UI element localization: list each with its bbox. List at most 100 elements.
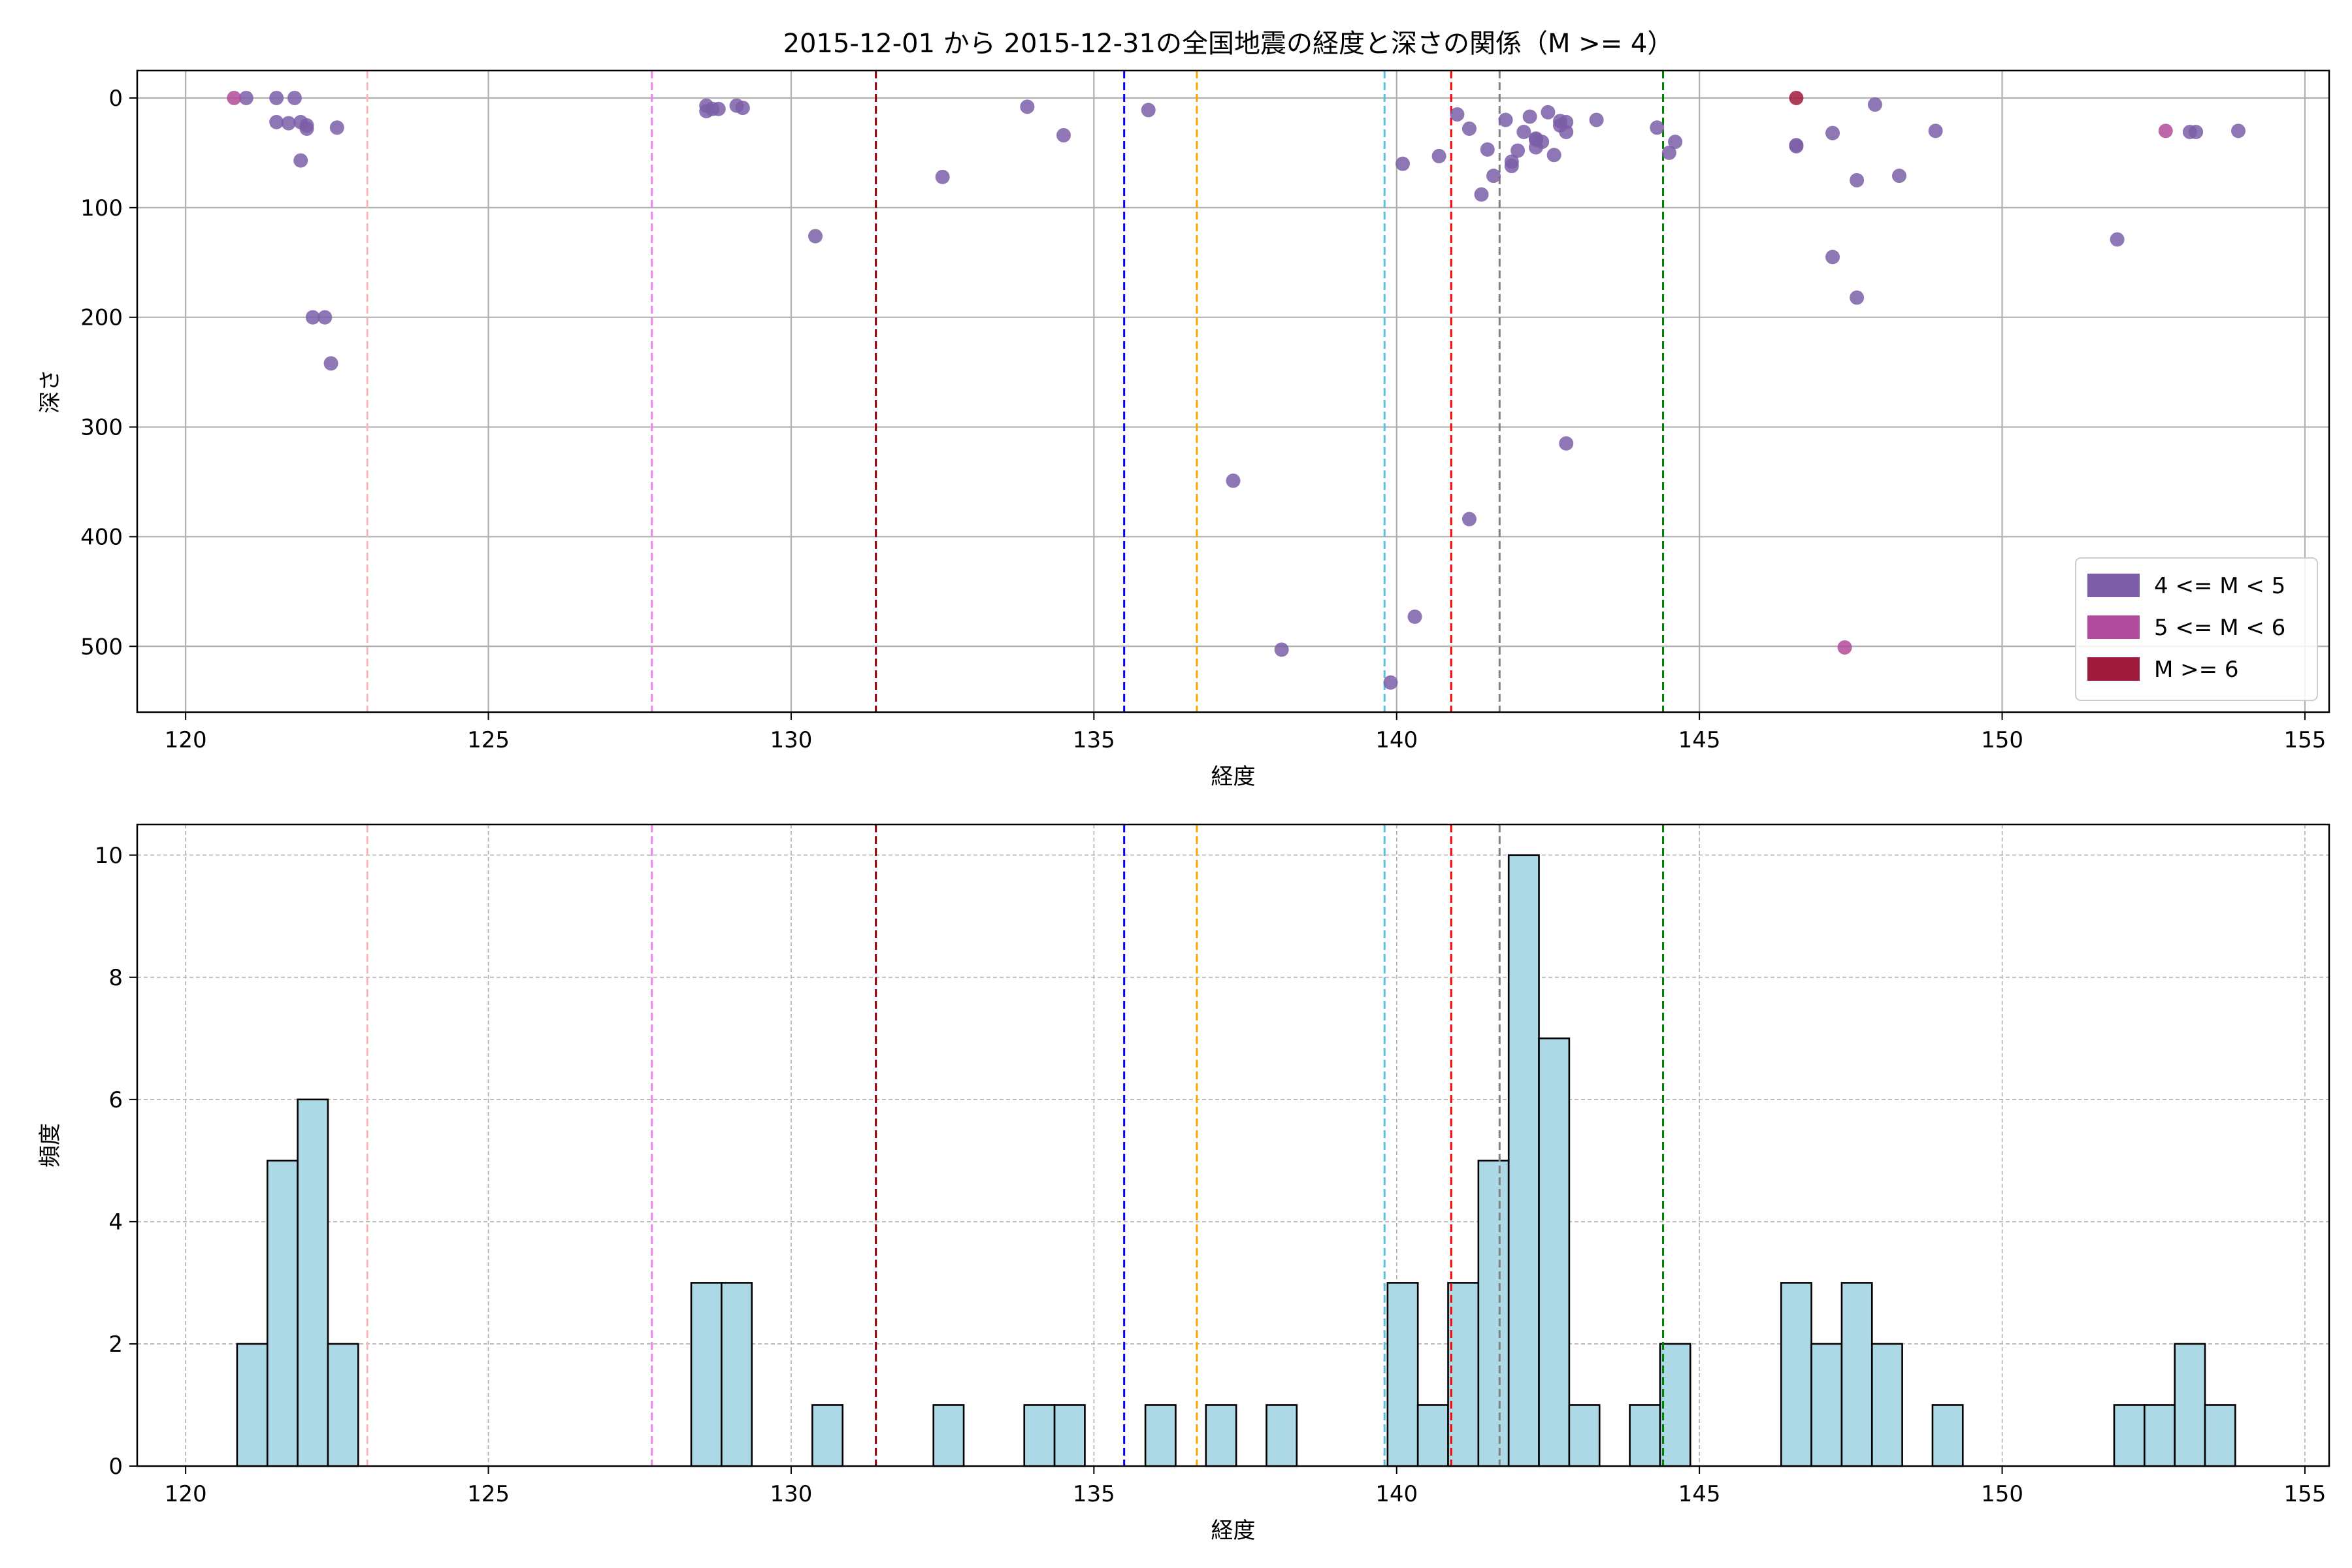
scatter-point bbox=[1661, 145, 1676, 160]
histogram-bar bbox=[1840, 1282, 1873, 1467]
x-tick-label: 140 bbox=[1375, 1481, 1418, 1507]
scatter-point bbox=[305, 310, 320, 325]
histogram-bar bbox=[1205, 1404, 1237, 1467]
scatter-point bbox=[1480, 142, 1495, 157]
x-tick-label: 145 bbox=[1678, 1481, 1721, 1507]
scatter-point bbox=[299, 121, 314, 136]
histogram-bar bbox=[1416, 1404, 1449, 1467]
histogram-bar bbox=[1780, 1282, 1812, 1467]
scatter-point bbox=[1891, 169, 1906, 184]
scatter-point bbox=[227, 90, 242, 105]
scatter-point bbox=[1589, 112, 1604, 127]
scatter-point bbox=[1383, 675, 1398, 690]
scatter-point bbox=[1789, 90, 1804, 105]
histogram-bar bbox=[1053, 1404, 1086, 1467]
histogram-plot-frame bbox=[136, 823, 2330, 1467]
y-tick-label: 300 bbox=[80, 415, 123, 441]
scatter-point bbox=[1516, 125, 1531, 140]
legend-entry: 4 <= M < 5 bbox=[2154, 573, 2285, 599]
x-tick-label: 125 bbox=[467, 727, 510, 753]
y-tick-label: 500 bbox=[80, 634, 123, 660]
scatter-point bbox=[1498, 112, 1513, 127]
histogram-bar bbox=[1144, 1404, 1177, 1467]
scatter-point bbox=[1407, 609, 1422, 624]
histogram-bar bbox=[2113, 1404, 2146, 1467]
histogram-bars bbox=[236, 854, 2236, 1467]
scatter-y-axis-label: 深さ bbox=[37, 369, 63, 414]
histogram-bar bbox=[811, 1404, 844, 1467]
y-tick-label: 400 bbox=[80, 524, 123, 550]
histogram-panel: 120 125 130 135 140 145 150 155 0 2 4 6 8 10 経度 頻度 bbox=[37, 823, 2330, 1544]
histogram-bar bbox=[236, 1343, 269, 1467]
x-tick-label: 150 bbox=[1981, 727, 2023, 753]
scatter-points bbox=[227, 90, 2246, 690]
scatter-point bbox=[1559, 436, 1574, 451]
histogram-bar bbox=[266, 1160, 299, 1467]
scatter-point bbox=[699, 104, 714, 119]
scatter-point bbox=[1462, 121, 1477, 136]
scatter-point bbox=[2158, 123, 2173, 139]
scatter-point bbox=[1020, 99, 1035, 114]
legend-swatch bbox=[2087, 657, 2140, 681]
y-tick-label: 2 bbox=[108, 1331, 123, 1358]
scatter-point bbox=[318, 310, 333, 325]
histogram-bar bbox=[1447, 1282, 1480, 1467]
scatter-point bbox=[323, 356, 338, 371]
x-tick-label: 130 bbox=[770, 727, 812, 753]
x-tick-label: 150 bbox=[1981, 1481, 2023, 1507]
histogram-bar bbox=[2144, 1404, 2176, 1467]
scatter-point bbox=[1535, 135, 1550, 150]
scatter-point bbox=[1789, 139, 1804, 154]
scatter-point bbox=[238, 90, 253, 105]
histogram-bar bbox=[1266, 1404, 1298, 1467]
x-tick-label: 140 bbox=[1375, 727, 1418, 753]
scatter-point bbox=[1650, 120, 1665, 135]
scatter-reference-lines bbox=[366, 71, 1665, 712]
y-tick-label: 100 bbox=[80, 195, 123, 221]
histogram-bar bbox=[2174, 1343, 2206, 1467]
histogram-bar bbox=[721, 1282, 753, 1467]
scatter-point bbox=[1825, 125, 1840, 140]
x-tick-label: 120 bbox=[165, 1481, 207, 1507]
histogram-bar bbox=[1477, 1160, 1510, 1467]
scatter-point bbox=[735, 101, 750, 116]
histogram-ticks: 120 125 130 135 140 145 150 155 0 2 4 6 8 10 bbox=[95, 843, 2327, 1507]
scatter-point bbox=[808, 229, 823, 244]
scatter-point bbox=[1462, 512, 1477, 527]
scatter-point bbox=[1559, 125, 1574, 140]
scatter-x-axis-label: 経度 bbox=[1211, 764, 1256, 790]
y-tick-label: 6 bbox=[108, 1087, 123, 1113]
scatter-point bbox=[2110, 232, 2125, 247]
x-tick-label: 155 bbox=[2283, 1481, 2326, 1507]
scatter-point bbox=[1522, 109, 1537, 124]
y-tick-label: 0 bbox=[108, 1454, 123, 1480]
histogram-bar bbox=[1629, 1404, 1661, 1467]
scatter-point bbox=[1546, 148, 1561, 163]
histogram-bar bbox=[690, 1282, 723, 1467]
scatter-grid bbox=[137, 71, 2329, 712]
histogram-x-axis-label: 経度 bbox=[1211, 1518, 1256, 1544]
histogram-bar bbox=[1931, 1404, 1964, 1467]
scatter-point bbox=[1486, 169, 1501, 184]
scatter-point bbox=[2189, 125, 2204, 140]
scatter-panel: 120 125 130 135 140 145 150 155 0 100 200 300 400 500… bbox=[37, 69, 2330, 790]
histogram-bar bbox=[932, 1404, 965, 1467]
scatter-point bbox=[935, 169, 950, 184]
legend-entry: M >= 6 bbox=[2154, 657, 2239, 683]
histogram-bar bbox=[297, 1098, 329, 1467]
scatter-point bbox=[1837, 640, 1852, 655]
scatter-point bbox=[1056, 128, 1071, 143]
x-tick-label: 155 bbox=[2283, 727, 2326, 753]
scatter-point bbox=[2230, 123, 2246, 139]
legend-swatch bbox=[2087, 615, 2140, 639]
x-tick-label: 135 bbox=[1073, 727, 1115, 753]
histogram-bar bbox=[1568, 1404, 1601, 1467]
scatter-plot-frame bbox=[136, 69, 2330, 713]
scatter-point bbox=[329, 120, 344, 135]
histogram-bar bbox=[1810, 1343, 1843, 1467]
scatter-point bbox=[1504, 154, 1519, 169]
x-tick-label: 145 bbox=[1678, 727, 1721, 753]
y-tick-label: 200 bbox=[80, 305, 123, 331]
histogram-y-axis-label: 頻度 bbox=[37, 1123, 63, 1168]
